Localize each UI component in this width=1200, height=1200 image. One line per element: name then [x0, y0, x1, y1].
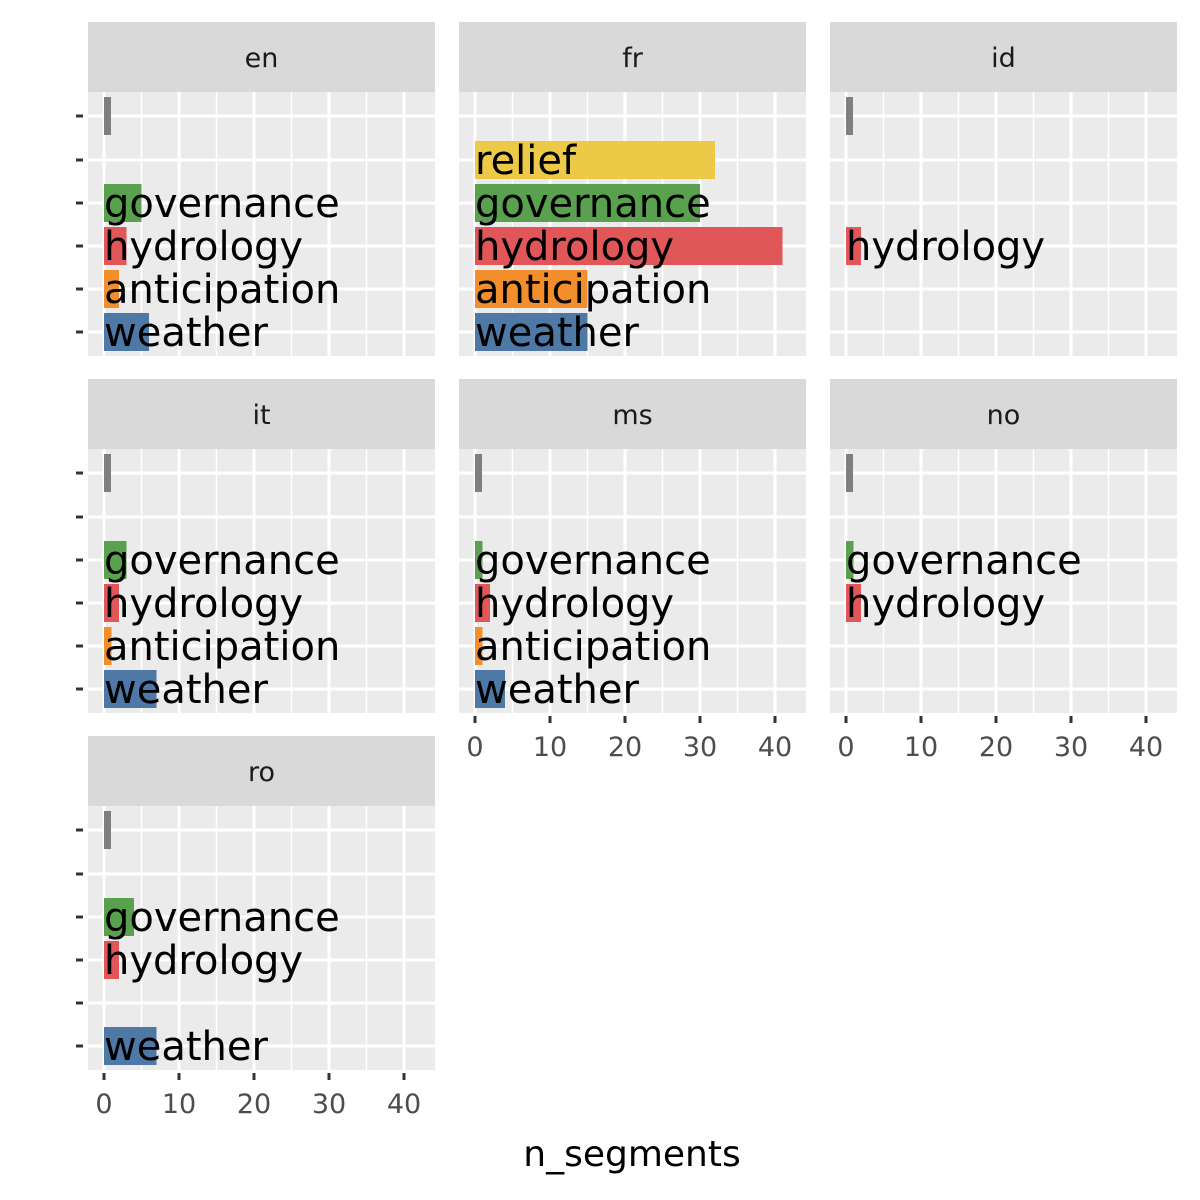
- x-tick-label: 20: [237, 1089, 271, 1120]
- bar-label: weather: [104, 1024, 268, 1070]
- x-tick-label: 40: [387, 1089, 421, 1120]
- bar-label: anticipation: [475, 267, 711, 313]
- x-tick-label: 10: [904, 732, 938, 763]
- facet-panel: [830, 92, 1177, 356]
- bar-hydrology: [475, 227, 783, 265]
- bar-anticipation: [104, 627, 112, 665]
- facet-strip: [88, 736, 435, 806]
- bar-weather: [104, 313, 149, 351]
- bar-hydrology: [475, 584, 490, 622]
- bar-label: hydrology: [475, 224, 674, 270]
- bar-label: governance: [475, 538, 711, 584]
- bar-label: governance: [104, 895, 340, 941]
- facet-strip-label: no: [987, 400, 1021, 431]
- bar-weather: [104, 1027, 157, 1065]
- bar-anticipation: [104, 270, 119, 308]
- bar-unlabeled: [846, 97, 853, 135]
- bar-unlabeled: [104, 811, 111, 849]
- bar-governance: [104, 184, 142, 222]
- bar-label: hydrology: [104, 581, 303, 627]
- bar-unlabeled: [846, 454, 853, 492]
- bar-hydrology: [104, 227, 127, 265]
- facet-strip: [830, 379, 1177, 449]
- facet-panel: [88, 449, 435, 713]
- bar-label: hydrology: [104, 224, 303, 270]
- x-axis-title: n_segments: [523, 1134, 740, 1175]
- bar-relief: [475, 141, 715, 179]
- facet-id: id hydrology: [830, 22, 1177, 356]
- x-tick-label: 30: [312, 1089, 346, 1120]
- facet-strip-label: fr: [622, 43, 644, 74]
- bar-hydrology: [846, 584, 861, 622]
- bar-label: hydrology: [104, 938, 303, 984]
- bar-governance: [475, 541, 483, 579]
- facet-strip: [459, 379, 806, 449]
- bar-weather: [475, 313, 588, 351]
- bar-label: weather: [475, 310, 639, 356]
- facet-fr: fr weatheranticipationhydrologygovernance…: [459, 22, 806, 356]
- bar-label: hydrology: [475, 581, 674, 627]
- facet-panel: [459, 449, 806, 713]
- bar-label: governance: [104, 538, 340, 584]
- bar-weather: [475, 670, 505, 708]
- bar-hydrology: [104, 941, 119, 979]
- facet-strip: [459, 22, 806, 92]
- x-tick-label: 10: [533, 732, 567, 763]
- x-tick-label: 0: [466, 732, 483, 763]
- x-tick-label: 40: [758, 732, 792, 763]
- bar-label: hydrology: [846, 581, 1045, 627]
- bar-hydrology: [846, 227, 861, 265]
- facet-strip: [830, 22, 1177, 92]
- facet-ms: ms 0 10 20 30 40 weatheranticipationhydrologyg…: [459, 379, 806, 763]
- facet-strip-label: it: [252, 400, 270, 431]
- facet-strip-label: ro: [248, 757, 275, 788]
- x-tick-label: 20: [608, 732, 642, 763]
- facet-strip: [88, 22, 435, 92]
- facet-strip-label: id: [991, 43, 1016, 74]
- bar-weather: [104, 670, 157, 708]
- bar-anticipation: [475, 270, 588, 308]
- facet-strip: [88, 379, 435, 449]
- facet-panel: [88, 92, 435, 356]
- bar-label: anticipation: [475, 624, 711, 670]
- x-tick-label: 30: [683, 732, 717, 763]
- bar-label: relief: [475, 138, 577, 184]
- x-tick-label: 40: [1129, 732, 1163, 763]
- bar-hydrology: [104, 584, 119, 622]
- facet-panel: [459, 92, 806, 356]
- bar-unlabeled: [104, 97, 111, 135]
- x-tick-label: 20: [979, 732, 1013, 763]
- bar-label: anticipation: [104, 624, 340, 670]
- x-tick-label: 0: [95, 1089, 112, 1120]
- bar-anticipation: [475, 627, 483, 665]
- bar-label: hydrology: [846, 224, 1045, 270]
- bar-unlabeled: [475, 454, 482, 492]
- facet-panel: [88, 806, 435, 1070]
- bar-label: weather: [104, 667, 268, 713]
- bar-label: governance: [846, 538, 1082, 584]
- facet-panel: [830, 449, 1177, 713]
- x-tick-label: 30: [1054, 732, 1088, 763]
- bar-label: weather: [475, 667, 639, 713]
- x-tick-label: 0: [837, 732, 854, 763]
- bar-label: governance: [475, 181, 711, 227]
- facet-strip-label: en: [245, 43, 279, 74]
- facets-layer: enweatheranticipationhydrologygovernance…: [76, 22, 1177, 1120]
- bar-governance: [104, 541, 127, 579]
- x-tick-label: 10: [162, 1089, 196, 1120]
- bar-label: anticipation: [104, 267, 340, 313]
- bar-label: governance: [104, 181, 340, 227]
- facet-strip-label: ms: [612, 400, 652, 431]
- bar-label: weather: [104, 310, 268, 356]
- bar-governance: [104, 898, 134, 936]
- bar-governance: [846, 541, 854, 579]
- bar-governance: [475, 184, 700, 222]
- bar-unlabeled: [104, 454, 111, 492]
